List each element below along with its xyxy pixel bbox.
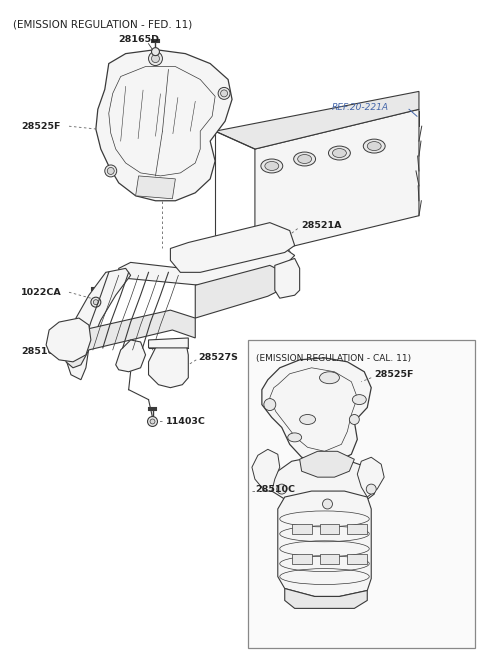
Ellipse shape xyxy=(200,249,210,255)
Bar xyxy=(292,524,312,534)
Circle shape xyxy=(152,48,159,56)
Ellipse shape xyxy=(300,414,315,424)
Polygon shape xyxy=(300,452,354,477)
Bar xyxy=(320,524,339,534)
Text: 11403C: 11403C xyxy=(166,417,205,426)
Circle shape xyxy=(349,414,360,424)
Ellipse shape xyxy=(223,239,241,250)
Polygon shape xyxy=(285,589,367,609)
Polygon shape xyxy=(148,338,188,348)
Polygon shape xyxy=(119,249,295,285)
Circle shape xyxy=(179,249,186,257)
Circle shape xyxy=(148,52,162,66)
Circle shape xyxy=(162,356,174,368)
Text: 28527S: 28527S xyxy=(198,353,238,363)
Ellipse shape xyxy=(261,159,283,173)
Text: 28510C: 28510C xyxy=(255,485,295,493)
Ellipse shape xyxy=(363,139,385,153)
Polygon shape xyxy=(262,358,371,463)
Circle shape xyxy=(285,267,291,273)
Polygon shape xyxy=(215,91,419,149)
Ellipse shape xyxy=(62,335,76,345)
Text: 1022CA: 1022CA xyxy=(21,288,62,297)
Ellipse shape xyxy=(333,149,347,158)
Circle shape xyxy=(285,236,290,241)
Polygon shape xyxy=(278,491,371,597)
Ellipse shape xyxy=(255,233,265,239)
Polygon shape xyxy=(357,457,384,497)
Bar xyxy=(320,554,339,564)
Circle shape xyxy=(105,165,117,177)
Circle shape xyxy=(93,300,98,305)
Polygon shape xyxy=(46,318,91,362)
Ellipse shape xyxy=(312,457,342,471)
Text: (EMISSION REGULATION - CAL. 11): (EMISSION REGULATION - CAL. 11) xyxy=(256,354,411,363)
Ellipse shape xyxy=(288,433,301,442)
Circle shape xyxy=(147,416,157,426)
Circle shape xyxy=(150,419,155,424)
Ellipse shape xyxy=(265,162,279,170)
Text: (EMISSION REGULATION - FED. 11): (EMISSION REGULATION - FED. 11) xyxy=(13,20,192,30)
Polygon shape xyxy=(195,265,280,318)
Circle shape xyxy=(152,54,159,62)
Ellipse shape xyxy=(196,247,214,258)
Circle shape xyxy=(285,243,290,248)
Bar xyxy=(348,524,367,534)
Polygon shape xyxy=(255,109,419,255)
Ellipse shape xyxy=(352,394,366,404)
Text: REF.20-221A: REF.20-221A xyxy=(332,103,388,112)
Circle shape xyxy=(264,398,276,410)
Polygon shape xyxy=(66,269,131,380)
Polygon shape xyxy=(116,340,145,372)
Circle shape xyxy=(285,250,290,255)
Circle shape xyxy=(281,233,288,241)
Circle shape xyxy=(107,168,114,174)
Circle shape xyxy=(285,279,291,285)
Circle shape xyxy=(91,297,101,307)
Polygon shape xyxy=(136,176,175,199)
Text: 28525F: 28525F xyxy=(21,122,61,131)
Bar xyxy=(248,340,475,648)
Circle shape xyxy=(218,88,230,99)
Ellipse shape xyxy=(367,142,381,151)
Polygon shape xyxy=(170,223,295,272)
Ellipse shape xyxy=(294,152,315,166)
Ellipse shape xyxy=(251,231,269,242)
Bar xyxy=(292,554,312,564)
Polygon shape xyxy=(275,259,300,298)
Ellipse shape xyxy=(227,241,237,247)
Circle shape xyxy=(285,289,291,295)
Text: 28165D: 28165D xyxy=(119,35,160,44)
Polygon shape xyxy=(66,310,195,368)
Polygon shape xyxy=(96,50,232,201)
Polygon shape xyxy=(148,340,188,388)
Ellipse shape xyxy=(328,146,350,160)
Ellipse shape xyxy=(320,372,339,384)
Polygon shape xyxy=(270,457,377,509)
Ellipse shape xyxy=(298,154,312,164)
Text: 28510G: 28510G xyxy=(21,347,62,357)
Circle shape xyxy=(366,484,376,494)
Circle shape xyxy=(323,499,333,509)
Bar xyxy=(348,554,367,564)
Polygon shape xyxy=(252,450,280,491)
Ellipse shape xyxy=(57,331,81,349)
Text: 28525F: 28525F xyxy=(374,370,414,379)
Circle shape xyxy=(221,90,228,97)
Circle shape xyxy=(277,484,287,494)
Text: 28521A: 28521A xyxy=(301,221,342,230)
